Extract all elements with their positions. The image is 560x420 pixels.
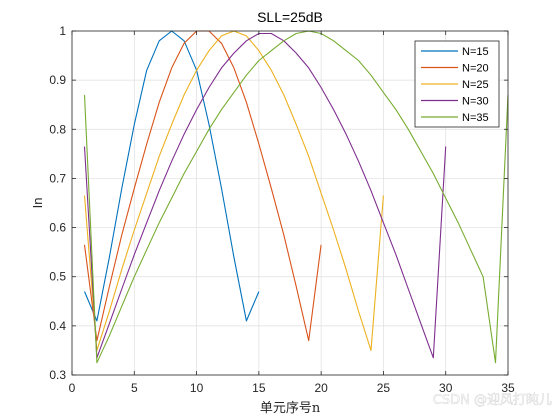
legend-label: N=15 — [462, 46, 489, 58]
x-tick-label: 10 — [190, 381, 204, 395]
series-line-n-30 — [83, 32, 447, 359]
y-tick-label: 0.5 — [49, 270, 66, 284]
y-tick-label: 0.6 — [49, 221, 66, 235]
y-tick-label: 0.9 — [49, 73, 66, 87]
y-tick-label: 0.4 — [49, 319, 66, 333]
legend: N=15 N=20 N=25 N=30 N=35 — [414, 40, 500, 128]
x-tick-label: 20 — [314, 381, 328, 395]
legend-label: N=25 — [462, 79, 489, 91]
axis-ticks: 0 5 10 15 20 25 30 35 0.3 0.4 0.5 0.6 0.7 0.8 0.9 1 — [49, 24, 515, 395]
x-tick-label: 0 — [69, 381, 76, 395]
legend-label: N=30 — [462, 96, 489, 108]
series-line-n-35 — [83, 30, 509, 364]
legend-label: N=20 — [462, 63, 489, 75]
watermark-text: CSDN @迎风打盹儿 — [433, 393, 552, 408]
plot-border — [71, 30, 509, 376]
y-tick-label: 0.8 — [49, 122, 66, 136]
x-axis-label: 单元序号n — [260, 401, 321, 416]
y-tick-label: 1 — [59, 24, 66, 38]
x-tick-label: 15 — [252, 381, 266, 395]
x-tick-label: 25 — [377, 381, 391, 395]
y-tick-label: 0.3 — [49, 368, 66, 382]
x-tick-label: 5 — [131, 381, 138, 395]
y-tick-label: 0.7 — [49, 171, 66, 185]
x-tick-label: 30 — [439, 381, 453, 395]
chart-title: SLL=25dB — [257, 9, 323, 25]
legend-label: N=35 — [462, 112, 489, 124]
x-tick-label: 35 — [501, 381, 515, 395]
y-axis-label: In — [30, 198, 45, 209]
